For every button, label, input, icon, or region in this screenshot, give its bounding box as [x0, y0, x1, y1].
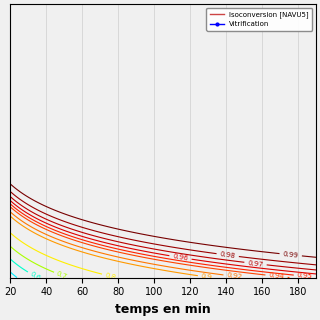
Text: 0.96: 0.96 — [172, 253, 189, 262]
Text: 0.6: 0.6 — [29, 271, 41, 282]
Text: 0.97: 0.97 — [247, 260, 264, 268]
X-axis label: temps en min: temps en min — [115, 303, 211, 316]
Legend: Isoconversion [NAVU5], Vitrification: Isoconversion [NAVU5], Vitrification — [206, 8, 312, 31]
Text: 0.8: 0.8 — [104, 272, 116, 280]
Text: 0.9: 0.9 — [200, 273, 212, 281]
Text: 0.92: 0.92 — [226, 272, 243, 280]
Text: 0.98: 0.98 — [220, 251, 236, 259]
Text: 0.99: 0.99 — [283, 251, 299, 259]
Text: 0.94: 0.94 — [268, 272, 284, 280]
Text: 0.7: 0.7 — [55, 270, 68, 280]
Text: 0.95: 0.95 — [297, 272, 313, 280]
